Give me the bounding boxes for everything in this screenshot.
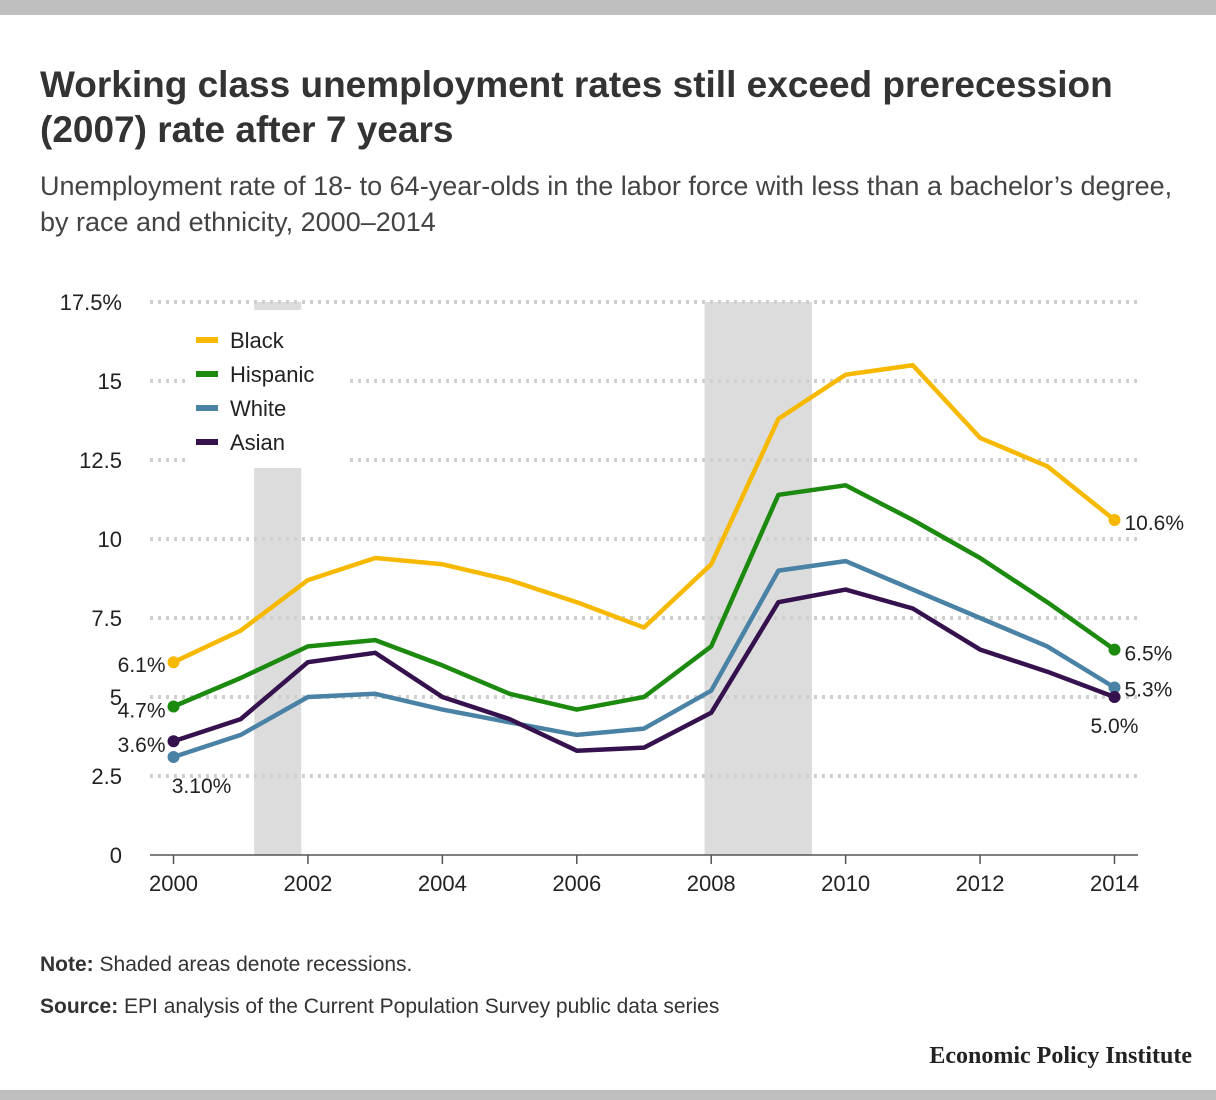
x-tick-label-4: 2008: [687, 871, 736, 896]
series-end-point-asian: [1108, 691, 1121, 703]
start-label-black: 6.1%: [118, 654, 166, 677]
legend-label-white: White: [230, 396, 286, 421]
chart-subtitle: Unemployment rate of 18- to 64-year-olds…: [40, 171, 1173, 237]
x-tick-label-6: 2012: [956, 871, 1005, 896]
series-start-point-hispanic: [167, 700, 180, 713]
series-end-point-black: [1108, 514, 1121, 527]
chart-source: Source: EPI analysis of the Current Popu…: [40, 995, 719, 1019]
y-tick-label-5: 12.5: [79, 448, 122, 473]
bottom-border: [0, 1090, 1216, 1100]
y-tick-label-7: 17.5%: [60, 290, 122, 315]
series-group: [167, 362, 1121, 764]
x-tick-label-7: 2014: [1090, 871, 1139, 896]
chart-note: Note: Shaded areas denote recessions.: [40, 953, 412, 977]
data-labels-group: 6.1% 10.6% 4.7% 6.5% 3.10% 5.3% 3.6% 5.0%: [118, 512, 1184, 798]
recession-shade-2: [704, 302, 813, 855]
y-tick-label-4: 10: [98, 527, 122, 552]
series-end-point-hispanic: [1108, 643, 1121, 656]
legend-label-hispanic: Hispanic: [230, 362, 314, 387]
y-tick-label-0: 0: [110, 843, 122, 868]
series-start-point-black: [167, 656, 180, 669]
y-tick-label-1: 2.5: [91, 764, 122, 789]
brand-logo-text: Economic Policy Institute: [929, 1043, 1192, 1069]
chart-title: Working class unemployment rates still e…: [40, 64, 1113, 150]
source-label: Source:: [40, 995, 119, 1018]
x-tick-label-5: 2010: [821, 871, 870, 896]
line-chart: 0 2.5 5 7.5 10 12.5 15 17.5% 2000 2002 2004 2006 200…: [60, 290, 1184, 896]
series-end-point-white: [1108, 681, 1121, 694]
note-text: Shaded areas denote recessions.: [93, 953, 413, 976]
series-line-asian: [171, 587, 1117, 753]
series-line-white: [171, 558, 1117, 760]
end-label-asian: 5.0%: [1091, 715, 1139, 738]
legend-label-asian: Asian: [230, 430, 285, 455]
series-start-point-asian: [167, 735, 180, 748]
note-label: Note:: [40, 953, 94, 976]
end-label-hispanic: 6.5%: [1124, 643, 1172, 666]
x-tick-label-3: 2006: [552, 871, 601, 896]
series-line-hispanic: [171, 483, 1117, 712]
legend-label-black: Black: [230, 328, 285, 353]
start-label-white: 3.10%: [172, 775, 232, 798]
x-tick-label-0: 2000: [149, 871, 198, 896]
start-label-hispanic: 4.7%: [118, 699, 166, 722]
start-label-asian: 3.6%: [118, 734, 166, 757]
axes-group: 0 2.5 5 7.5 10 12.5 15 17.5% 2000 2002 2004 2006 200…: [60, 290, 1139, 896]
y-tick-label-3: 7.5: [91, 606, 122, 631]
series-start-point-white: [167, 751, 180, 764]
x-tick-label-1: 2002: [283, 871, 332, 896]
end-label-white: 5.3%: [1124, 679, 1172, 702]
legend-group: Black Hispanic White Asian: [186, 310, 346, 468]
x-tick-label-2: 2004: [418, 871, 467, 896]
series-line-black: [171, 362, 1117, 665]
top-border: [0, 0, 1216, 15]
y-tick-label-6: 15: [98, 369, 122, 394]
source-text: EPI analysis of the Current Population S…: [118, 995, 720, 1018]
end-label-black: 10.6%: [1124, 512, 1184, 535]
y-tick-label-2: 5: [110, 685, 122, 710]
